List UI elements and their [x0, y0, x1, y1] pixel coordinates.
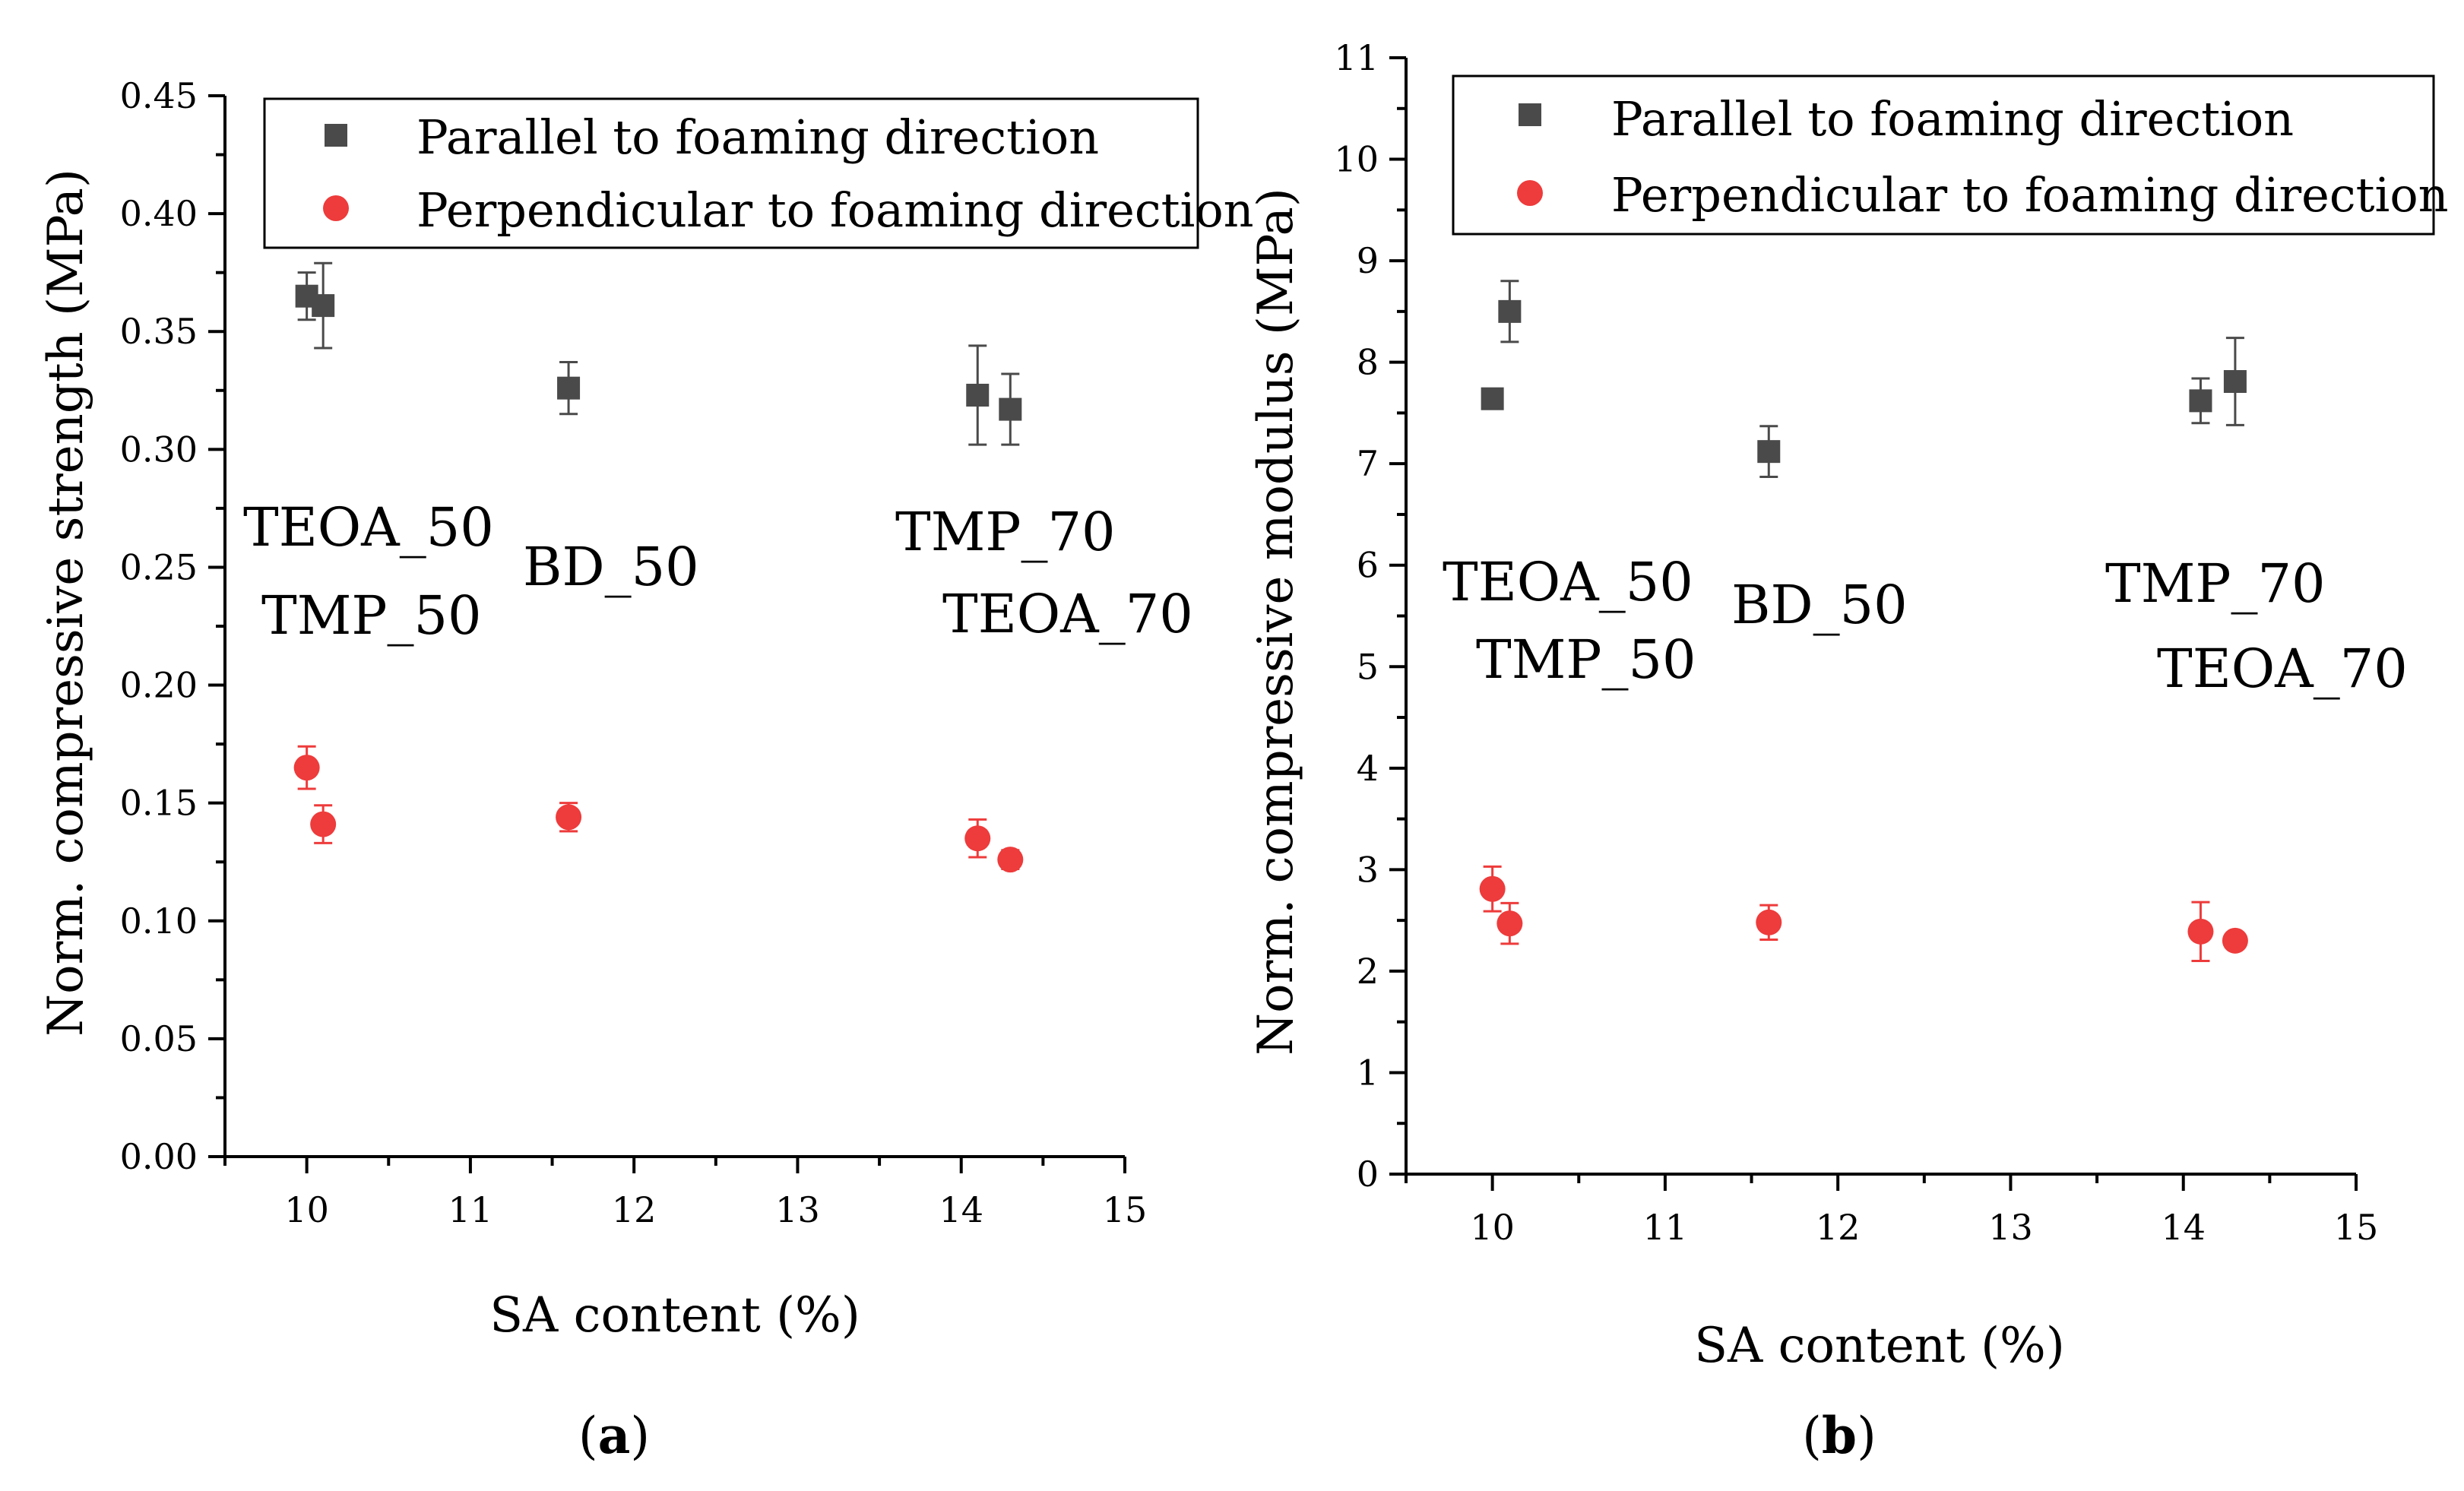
y-tick-label: 0.10: [120, 901, 198, 942]
y-tick-label: 4: [1357, 748, 1379, 789]
x-tick-label: 13: [1988, 1207, 2033, 1248]
data-point-perpendicular: [556, 804, 582, 831]
y-tick-label: 0.30: [120, 429, 198, 470]
y-tick-label: 0.05: [120, 1018, 198, 1059]
data-point-parallel: [1498, 299, 1522, 323]
data-point-parallel: [966, 383, 990, 407]
data-point-parallel: [2223, 370, 2247, 394]
y-tick-label: 0.20: [120, 665, 198, 706]
annotation-bd-50: BD_50: [1731, 574, 1908, 636]
data-point-perpendicular: [310, 811, 337, 837]
data-point-parallel: [312, 294, 335, 318]
annotation-bd-50: BD_50: [523, 536, 699, 598]
legend-marker-perpendicular: [323, 195, 349, 221]
y-tick-label: 0: [1357, 1154, 1379, 1195]
x-tick-label: 15: [1103, 1189, 1148, 1230]
data-points: [293, 261, 1024, 873]
legend-marker-perpendicular: [1517, 180, 1543, 206]
y-tick-label: 11: [1334, 37, 1379, 78]
data-point-perpendicular: [2222, 927, 2248, 954]
axis-ticks: [1389, 56, 2358, 1191]
panel-label-b: (b): [1802, 1406, 1877, 1465]
y-tick-label: 10: [1334, 139, 1379, 180]
legend-entry-perpendicular: Perpendicular to foaming direction: [416, 182, 1254, 238]
x-tick-label: 14: [939, 1189, 983, 1230]
data-point-perpendicular: [964, 825, 991, 852]
data-point-parallel: [1757, 440, 1781, 464]
y-tick-label: 0.15: [120, 783, 198, 824]
panel-label-a: (a): [578, 1406, 650, 1465]
y-tick-label: 3: [1357, 849, 1379, 890]
y-tick-label: 0.35: [120, 311, 198, 352]
legend-box: [1452, 74, 2435, 236]
y-axis-title: Norm. compressive strength (MPa): [38, 169, 94, 1037]
y-tick-label: 1: [1357, 1052, 1379, 1093]
x-tick-label: 15: [2334, 1207, 2379, 1248]
data-point-parallel: [999, 397, 1022, 421]
y-tick-labels: 0.00 0.05 0.10 0.15 0.20 0.25 0.30 0.35 0.40 0.45: [120, 75, 198, 1177]
x-axis-title: SA content (%): [489, 1287, 860, 1344]
annotation-teoa-70: TEOA_70: [2157, 638, 2408, 700]
y-tick-label: 7: [1357, 443, 1379, 484]
x-tick-labels: 10 11 12 13 14 15: [1470, 1207, 2378, 1248]
legend-marker-parallel: [325, 124, 347, 147]
legend-entry-parallel: Parallel to foaming direction: [416, 109, 1099, 165]
annotation-teoa-50: TEOA_50: [243, 496, 494, 559]
y-tick-label: 9: [1357, 240, 1379, 281]
y-tick-label: 0.25: [120, 546, 198, 587]
data-point-parallel: [1481, 387, 1504, 410]
y-tick-label: 6: [1357, 545, 1379, 586]
legend-entry-perpendicular: Perpendicular to foaming direction: [1611, 167, 2449, 223]
legend-entry-parallel: Parallel to foaming direction: [1611, 91, 2294, 147]
y-tick-label: 0.40: [120, 193, 198, 234]
data-point-perpendicular: [1496, 910, 1523, 937]
y-tick-label: 0.45: [120, 75, 198, 116]
x-tick-label: 12: [612, 1189, 657, 1230]
x-tick-labels: 10 11 12 13 14 15: [284, 1189, 1147, 1230]
y-tick-labels: 0 1 2 3 4 5 6 7 8 9 10 11: [1334, 37, 1379, 1195]
x-tick-label: 10: [1470, 1207, 1515, 1248]
data-point-perpendicular: [2187, 918, 2214, 945]
x-tick-label: 11: [1643, 1207, 1688, 1248]
data-point-perpendicular: [1479, 875, 1506, 902]
annotation-tmp-70: TMP_70: [2105, 552, 2326, 615]
data-point-perpendicular: [997, 847, 1024, 873]
x-tick-label: 14: [2161, 1207, 2206, 1248]
x-tick-label: 13: [775, 1189, 820, 1230]
y-axis-title: Norm. compressive modulus (MPa): [1248, 188, 1304, 1056]
y-tick-label: 2: [1357, 951, 1379, 992]
x-tick-label: 10: [284, 1189, 329, 1230]
chart-panel-a: 0.00 0.05 0.10 0.15 0.20 0.25 0.30 0.35 0.40 0.45…: [38, 75, 1254, 1465]
annotation-tmp-70: TMP_70: [895, 501, 1116, 563]
legend: Parallel to foaming direction Perpendicu…: [1452, 74, 2449, 236]
data-point-perpendicular: [1756, 909, 1782, 935]
y-tick-label: 8: [1357, 342, 1379, 383]
annotation-tmp-50: TMP_50: [1476, 628, 1696, 691]
legend: Parallel to foaming direction Perpendicu…: [263, 97, 1254, 249]
data-point-parallel: [557, 376, 581, 400]
data-point-perpendicular: [293, 755, 320, 781]
annotation-tmp-50: TMP_50: [261, 584, 482, 647]
x-tick-label: 11: [448, 1189, 493, 1230]
data-points: [1479, 280, 2248, 963]
annotation-teoa-50: TEOA_50: [1443, 551, 1693, 613]
y-tick-label: 5: [1357, 646, 1379, 687]
x-tick-label: 12: [1816, 1207, 1861, 1248]
legend-marker-parallel: [1519, 103, 1541, 126]
y-tick-label: 0.00: [120, 1136, 198, 1177]
legend-box: [263, 97, 1199, 249]
annotation-teoa-70: TEOA_70: [942, 583, 1193, 645]
data-point-parallel: [2189, 389, 2212, 413]
x-axis-title: SA content (%): [1694, 1318, 2065, 1374]
